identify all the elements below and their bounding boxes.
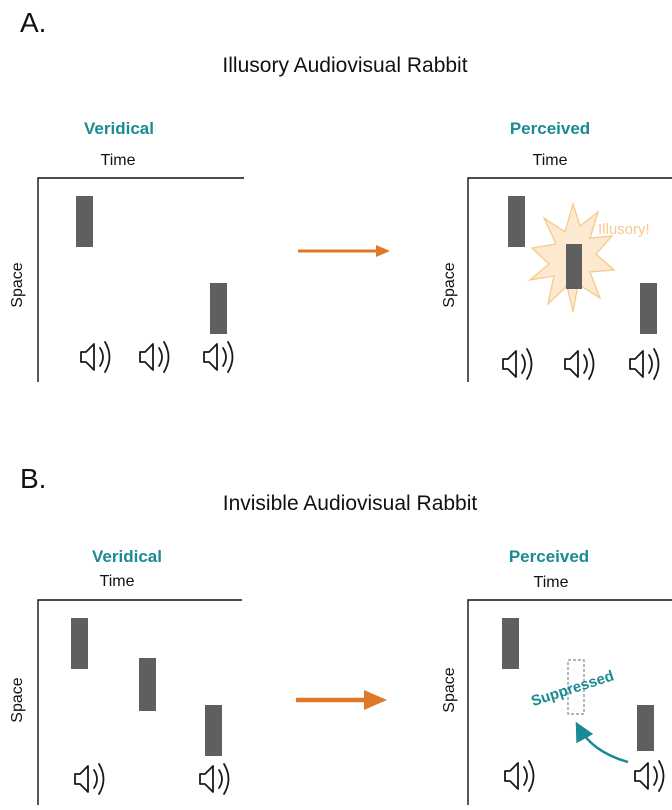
panel-a-veridical-time-label: Time — [101, 152, 136, 169]
panel-b-perceived-axes — [467, 599, 672, 805]
panel-a-transform-arrow — [298, 245, 390, 257]
panel-a-perceived-space-label: Space — [441, 262, 458, 307]
speaker-icon — [203, 341, 234, 373]
speaker-icon — [199, 763, 230, 795]
panel-a-perceived-axes — [467, 177, 672, 382]
panel-b-perceived-space-label: Space — [441, 667, 458, 712]
speaker-icon — [629, 348, 660, 380]
panel-b-veridical-space-label: Space — [9, 677, 26, 722]
speaker-icon — [634, 760, 665, 792]
speaker-icon — [504, 760, 535, 792]
panel-a-perceived-flash-3 — [640, 283, 657, 334]
panel-b-veridical-time-label: Time — [100, 573, 135, 590]
panel-b-veridical-label: Veridical — [92, 547, 162, 566]
panel-a-perceived-label: Perceived — [510, 119, 590, 138]
panel-a-title: Illusory Audiovisual Rabbit — [222, 54, 467, 77]
panel-b-perceived-flash-1 — [502, 618, 519, 669]
panel-a-perceived-illusory-flash — [566, 244, 582, 289]
panel-b-veridical-axes — [37, 599, 242, 805]
suppressed-flash-outline — [567, 659, 585, 715]
panel-a-veridical-flash-1 — [76, 196, 93, 247]
suppressed-label: Suppressed — [529, 667, 616, 710]
panel-b-perceived-flash-3 — [637, 705, 654, 751]
panel-a-letter: A. — [20, 7, 46, 38]
panel-b-veridical-flash-3 — [205, 705, 222, 756]
panel-a-veridical-label: Veridical — [84, 119, 154, 138]
speaker-icon — [80, 341, 111, 373]
panel-b-title: Invisible Audiovisual Rabbit — [223, 492, 478, 515]
panel-a-perceived-time-label: Time — [533, 152, 568, 169]
panel-b-veridical-flash-2 — [139, 658, 156, 711]
speaker-icon — [564, 348, 595, 380]
illusory-label: Illusory! — [598, 221, 650, 238]
panel-b-perceived-label: Perceived — [509, 547, 589, 566]
panel-b-perceived-time-label: Time — [534, 574, 569, 591]
panel-b-veridical-flash-1 — [71, 618, 88, 669]
panel-a-perceived-flash-1 — [508, 196, 525, 247]
speaker-icon — [502, 348, 533, 380]
panel-a-veridical-axes — [37, 177, 244, 382]
panel-a-veridical-flash-3 — [210, 283, 227, 334]
panel-b-letter: B. — [20, 463, 46, 494]
suppression-arrow — [575, 721, 629, 764]
speaker-icon — [74, 763, 105, 795]
speaker-icon — [139, 341, 170, 373]
panel-b-transform-arrow — [296, 690, 387, 710]
panel-a-veridical-space-label: Space — [9, 262, 26, 307]
